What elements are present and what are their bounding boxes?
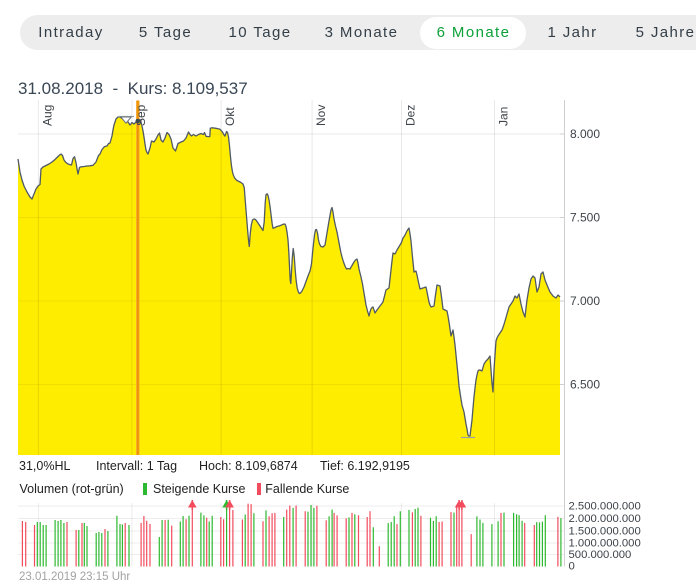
svg-text:Okt: Okt bbox=[223, 107, 237, 126]
svg-text:Nov: Nov bbox=[314, 105, 328, 126]
svg-text:0: 0 bbox=[569, 561, 575, 573]
svg-text:500.000.000: 500.000.000 bbox=[569, 549, 632, 561]
svg-text:1.500.000.000: 1.500.000.000 bbox=[569, 526, 641, 538]
svg-text:Sep: Sep bbox=[134, 104, 148, 126]
svg-text:7.500: 7.500 bbox=[570, 211, 600, 225]
svg-text:6.500: 6.500 bbox=[570, 378, 600, 392]
svg-text:8.000: 8.000 bbox=[570, 127, 600, 141]
svg-text:1.000.000.000: 1.000.000.000 bbox=[569, 538, 641, 550]
svg-text:7.000: 7.000 bbox=[570, 294, 600, 308]
svg-text:2.500.000.000: 2.500.000.000 bbox=[569, 501, 641, 513]
svg-text:Aug: Aug bbox=[40, 105, 54, 126]
svg-text:2.000.000.000: 2.000.000.000 bbox=[569, 513, 641, 525]
svg-text:Dez: Dez bbox=[404, 105, 418, 126]
svg-text:Jan: Jan bbox=[497, 107, 511, 126]
